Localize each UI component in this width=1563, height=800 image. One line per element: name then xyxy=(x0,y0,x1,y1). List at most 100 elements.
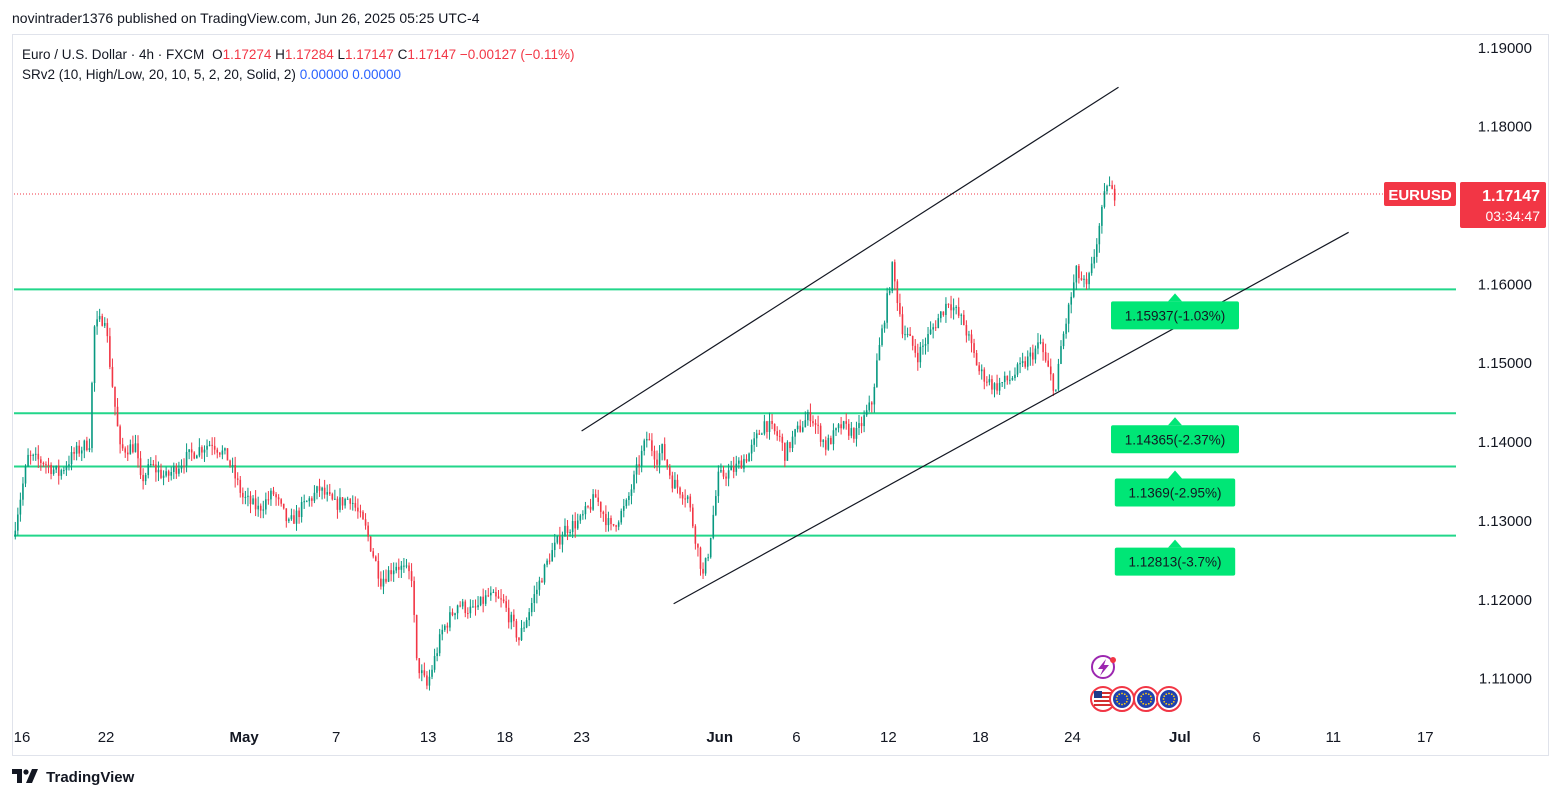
candle xyxy=(883,320,886,333)
candle xyxy=(638,455,640,475)
candle xyxy=(763,414,766,436)
candle-body xyxy=(980,369,983,372)
lightning-icon xyxy=(1091,655,1116,679)
candle xyxy=(1047,352,1050,368)
candle-body xyxy=(771,420,773,424)
time-axis-tick: 16 xyxy=(14,729,31,746)
candle-body xyxy=(1026,356,1029,367)
candle xyxy=(387,566,390,583)
time-axis: 16 22 May 7 13 18 23 Jun 6 12 18 24 Jul 6 11 17 xyxy=(14,729,1434,746)
candle-body xyxy=(17,514,19,531)
candle xyxy=(812,415,814,427)
low-value: 1.17147 xyxy=(345,47,394,62)
candle xyxy=(1111,180,1113,190)
candle-body xyxy=(1055,389,1057,391)
candle-body xyxy=(702,568,704,574)
candle-body xyxy=(886,293,888,323)
candle-body xyxy=(669,466,671,476)
candle-body xyxy=(694,526,697,544)
candle-body xyxy=(515,621,518,638)
candle xyxy=(893,259,896,291)
candle xyxy=(323,479,326,499)
candle-body xyxy=(1044,352,1047,361)
candle-body xyxy=(385,578,387,582)
candle-body xyxy=(464,601,467,614)
candle-body xyxy=(927,334,929,345)
candle xyxy=(431,665,433,680)
candle xyxy=(722,465,725,480)
candle xyxy=(234,456,236,488)
candle xyxy=(538,576,541,596)
time-axis-tick: Jul xyxy=(1169,729,1191,746)
candle-body xyxy=(377,560,380,579)
candle xyxy=(807,409,809,426)
candle xyxy=(359,504,362,518)
candle-body xyxy=(380,578,382,587)
candle xyxy=(1090,256,1093,276)
candle xyxy=(940,310,942,323)
candle xyxy=(280,498,282,507)
candle-body xyxy=(525,620,528,628)
candle xyxy=(116,398,119,427)
candle-body xyxy=(564,525,566,537)
candle-body xyxy=(796,425,799,430)
candle xyxy=(341,497,344,510)
candle xyxy=(707,553,709,562)
eu-flag-icon xyxy=(1109,686,1135,712)
candle xyxy=(507,599,510,629)
candle xyxy=(98,308,101,322)
candle xyxy=(316,485,318,500)
candle xyxy=(239,476,242,498)
level-label-box xyxy=(1114,478,1236,507)
candle xyxy=(446,622,449,634)
candle xyxy=(832,423,835,451)
candle xyxy=(472,599,474,608)
candle-body xyxy=(582,514,584,516)
candle xyxy=(640,445,643,473)
candle xyxy=(129,439,132,455)
candle-body xyxy=(909,333,911,337)
candle-body xyxy=(814,423,817,425)
candle xyxy=(635,457,638,484)
indicator-value-1: 0.00000 xyxy=(299,67,349,82)
candle xyxy=(142,468,144,490)
candle xyxy=(1106,184,1108,195)
candle xyxy=(226,448,229,461)
candle-body xyxy=(178,468,180,474)
candle xyxy=(477,596,479,610)
candle-body xyxy=(431,669,433,677)
candle xyxy=(17,507,19,536)
candle xyxy=(178,461,180,477)
candle-body xyxy=(354,502,357,508)
candle xyxy=(576,513,579,530)
candle xyxy=(121,437,124,451)
candle-body xyxy=(392,570,395,575)
candle-body xyxy=(349,498,352,504)
candle-body xyxy=(745,458,748,462)
candle xyxy=(372,548,375,559)
candle-body xyxy=(666,459,669,467)
candle-body xyxy=(812,421,814,424)
candle-body xyxy=(420,670,423,674)
candle xyxy=(484,590,487,607)
candle xyxy=(559,526,561,550)
candle xyxy=(827,434,830,451)
candle-body xyxy=(929,329,932,335)
candle-body xyxy=(495,592,497,597)
candle xyxy=(436,647,438,662)
candle xyxy=(55,465,57,474)
candle xyxy=(22,477,24,506)
candle-body xyxy=(865,410,868,416)
candle xyxy=(906,327,909,338)
candle-body xyxy=(341,497,344,506)
candle-body xyxy=(293,515,295,524)
indicator-label[interactable]: SRv2 (10, High/Low, 20, 10, 5, 2, 20, So… xyxy=(22,67,296,82)
footer-brand[interactable]: TradingView xyxy=(12,769,134,787)
candle xyxy=(114,386,116,416)
candle xyxy=(42,461,45,467)
open-value: 1.17274 xyxy=(222,47,272,62)
candle-body xyxy=(681,494,684,499)
candle-body xyxy=(326,492,329,495)
candle-body xyxy=(947,303,950,305)
